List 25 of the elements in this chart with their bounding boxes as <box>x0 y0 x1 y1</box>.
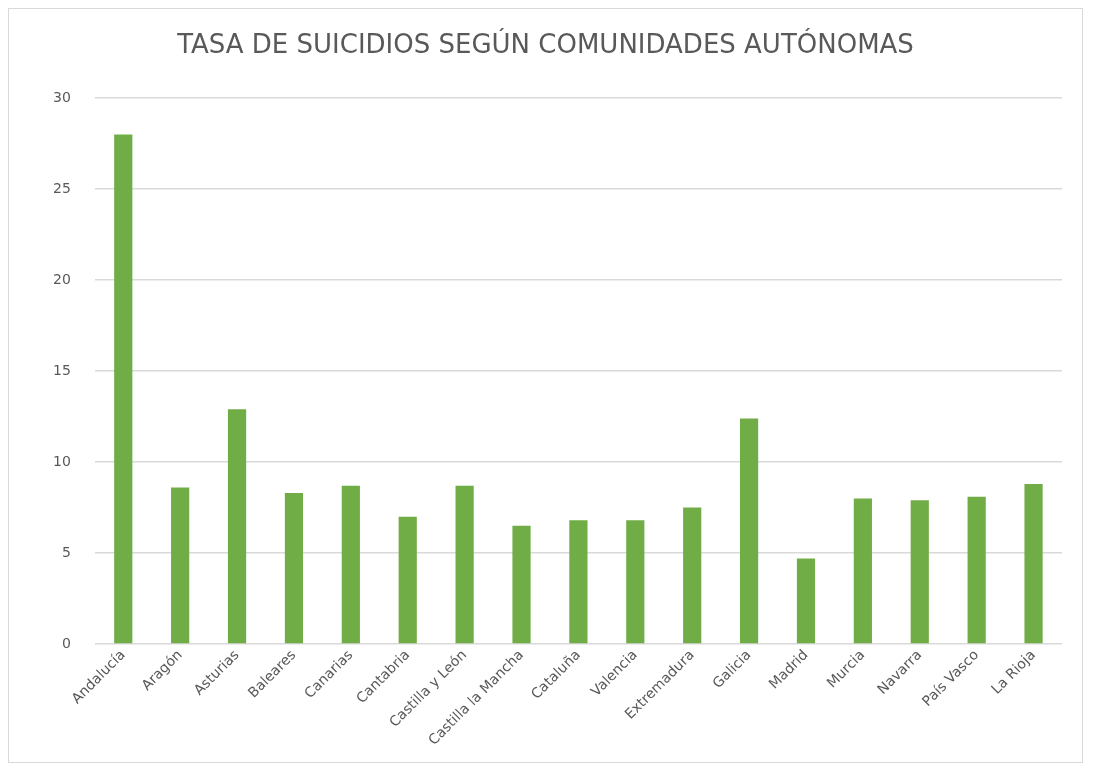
chart-title: TASA DE SUICIDIOS SEGÚN COMUNIDADES AUTÓNOMAS <box>176 28 914 60</box>
bar <box>739 418 759 644</box>
bar <box>455 485 474 644</box>
bar <box>796 558 816 644</box>
y-tick-label: 5 <box>61 543 71 560</box>
bar <box>398 516 417 644</box>
bar <box>341 485 360 644</box>
bar <box>512 525 531 644</box>
y-tick-label: 20 <box>52 270 71 287</box>
y-tick-label: 30 <box>52 88 71 105</box>
bar <box>967 496 986 644</box>
y-tick-label: 15 <box>52 361 71 378</box>
bar <box>284 493 304 644</box>
bar <box>171 487 190 644</box>
bar <box>114 134 133 644</box>
y-tick-label: 0 <box>61 634 71 651</box>
bar <box>227 409 247 644</box>
bar <box>626 520 645 644</box>
bar <box>910 500 929 644</box>
bar <box>1024 483 1043 644</box>
bar <box>683 507 702 644</box>
bar <box>853 498 872 644</box>
y-tick-label: 10 <box>52 452 71 469</box>
y-tick-label: 25 <box>52 179 71 196</box>
bar <box>569 520 588 644</box>
